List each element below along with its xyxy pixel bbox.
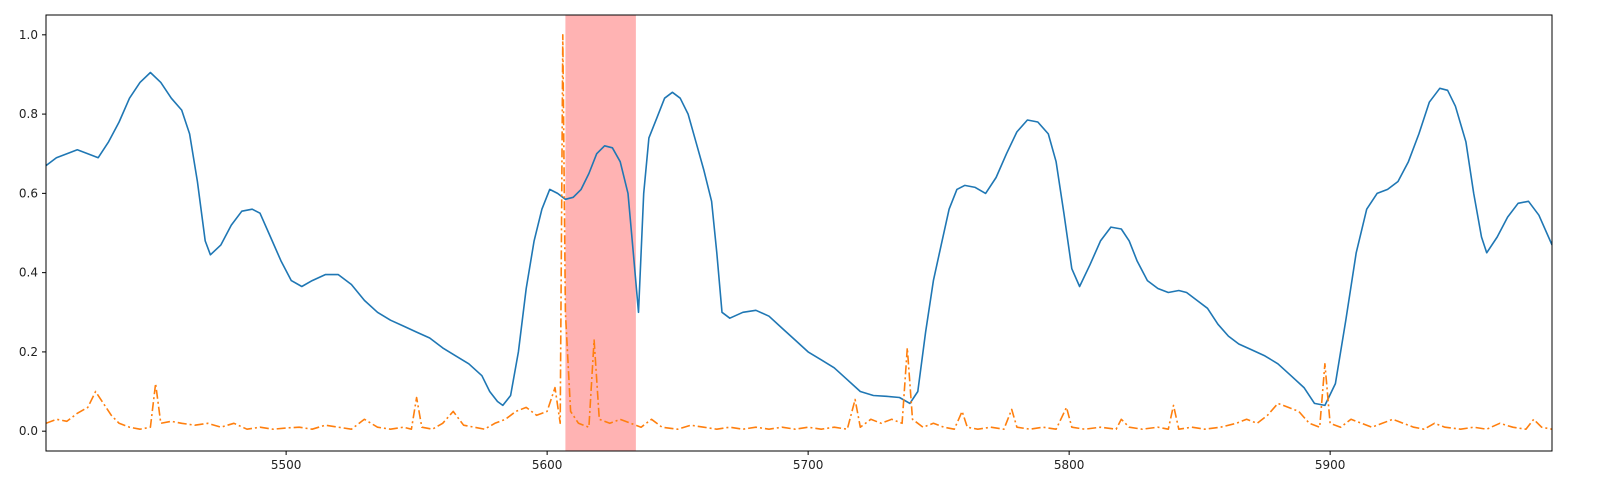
y-tick-label: 0.2 — [19, 345, 38, 359]
highlight-span — [565, 15, 636, 451]
y-tick-label: 0.6 — [19, 186, 38, 200]
y-tick-label: 0.8 — [19, 107, 38, 121]
plot-frame — [45, 14, 1553, 452]
series-line-2 — [46, 34, 1552, 430]
x-tick-label: 5900 — [1315, 458, 1346, 472]
plot-area — [46, 15, 1552, 451]
y-tick-label: 0.0 — [19, 424, 38, 438]
axes: 5500 5600 5700 5800 5900 0.0 0.2 0.4 0.6 0.8 1.0 — [19, 14, 1553, 472]
x-tick-label: 5800 — [1054, 458, 1085, 472]
x-tick-label: 5500 — [271, 458, 302, 472]
x-tick-label: 5700 — [793, 458, 824, 472]
series-line-1 — [46, 71, 1552, 407]
y-tick-label: 0.4 — [19, 266, 38, 280]
x-tick-label: 5600 — [532, 458, 563, 472]
y-tick-label: 1.0 — [19, 28, 38, 42]
